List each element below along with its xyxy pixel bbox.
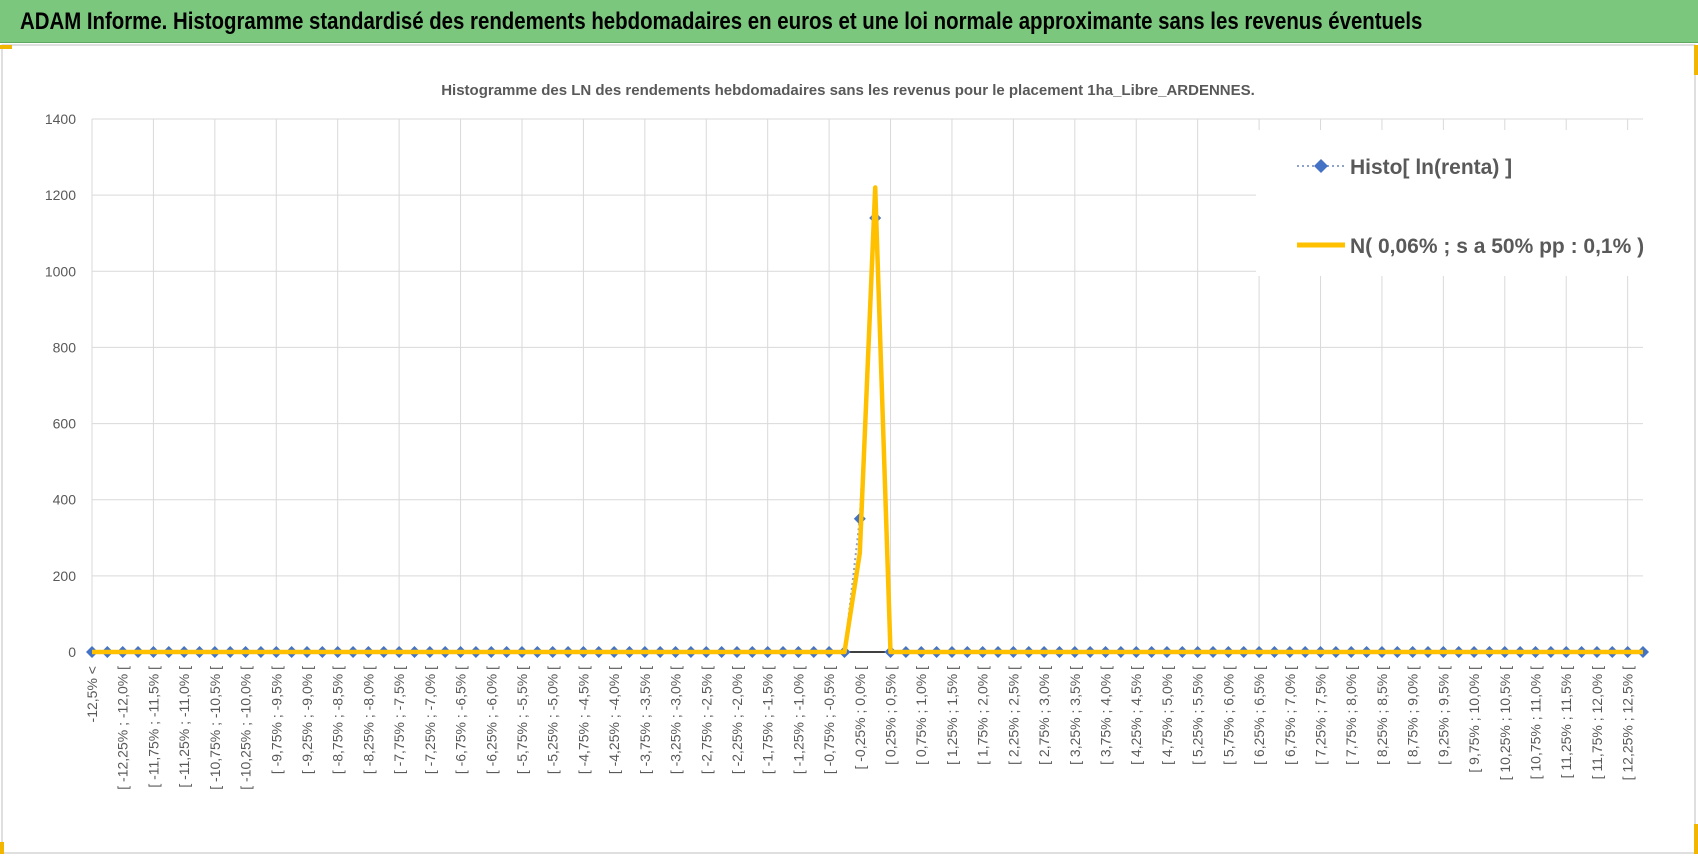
x-tick-label: [ 11,25% ; 11,5% [ <box>1558 666 1574 778</box>
x-tick-label: [ -3,25% ; -3,0% [ <box>668 666 684 774</box>
x-tick-label: [ -0,75% ; -0,5% [ <box>821 666 837 774</box>
x-tick-label: [ -0,25% ; 0,0% [ <box>852 666 868 770</box>
x-tick-label: [ -2,25% ; -2,0% [ <box>729 666 745 774</box>
corner-mark <box>0 45 12 49</box>
x-tick-label: [ -11,25% ; -11,0% [ <box>176 666 192 788</box>
histo-series-line <box>92 217 1643 653</box>
x-tick-label: [ 6,25% ; 6,5% [ <box>1251 666 1267 765</box>
x-tick-label: [ 2,25% ; 2,5% [ <box>1005 666 1021 765</box>
x-tick-label: [ -10,75% ; -10,5% [ <box>207 666 223 790</box>
x-axis-labels: -12,5% < [ -12,25% ; -12,0% [ [ -11,75% ; … <box>84 666 1636 790</box>
x-tick-label: [ -1,25% ; -1,0% [ <box>790 666 806 774</box>
x-tick-label: [ -9,25% ; -9,0% [ <box>299 666 315 774</box>
x-tick-label: [ 12,25% ; 12,5% [ <box>1620 666 1636 781</box>
x-tick-label: [ -2,75% ; -2,5% [ <box>698 666 714 774</box>
legend-box <box>1256 130 1656 276</box>
x-tick-label: [ -10,25% ; -10,0% [ <box>238 666 254 790</box>
x-tick-label: [ -5,25% ; -5,0% [ <box>545 666 561 774</box>
legend-label-normal: N( 0,06% ; s a 50% pp : 0,1% ) <box>1350 235 1644 258</box>
x-tick-label: [ 3,75% ; 4,0% [ <box>1098 666 1114 765</box>
title-bar: ADAM Informe. Histogramme standardisé de… <box>0 0 1698 43</box>
x-tick-label: [ -6,25% ; -6,0% [ <box>483 666 499 774</box>
x-tick-label: [ 7,75% ; 8,0% [ <box>1343 666 1359 765</box>
x-tick-label: [ 0,25% ; 0,5% [ <box>883 666 899 765</box>
x-tick-label: [ 1,75% ; 2,0% [ <box>975 666 991 765</box>
x-tick-label: [ -5,75% ; -5,5% [ <box>514 666 530 774</box>
x-tick-label: [ 9,25% ; 9,5% [ <box>1435 666 1451 765</box>
y-tick-label: 200 <box>53 568 77 584</box>
x-tick-label: [ 6,75% ; 7,0% [ <box>1282 666 1298 765</box>
x-tick-label: [ -7,75% ; -7,5% [ <box>391 666 407 774</box>
legend-diamond-icon <box>1314 159 1328 173</box>
x-tick-label: [ -8,75% ; -8,5% [ <box>330 666 346 774</box>
x-tick-label: [ -3,75% ; -3,5% [ <box>637 666 653 774</box>
y-tick-label: 1400 <box>45 111 76 127</box>
x-tick-label: [ 10,25% ; 10,5% [ <box>1497 666 1513 781</box>
x-tick-label: -12,5% < <box>84 666 100 722</box>
x-tick-label: [ -1,75% ; -1,5% [ <box>760 666 776 774</box>
y-tick-label: 800 <box>53 339 77 355</box>
x-tick-label: [ -12,25% ; -12,0% [ <box>115 666 131 790</box>
x-tick-label: [ -4,75% ; -4,5% [ <box>575 666 591 774</box>
x-tick-label: [ 8,75% ; 9,0% [ <box>1405 666 1421 765</box>
corner-mark <box>1694 45 1698 75</box>
y-axis-ticks: 0 200 400 600 800 1000 1200 1400 <box>45 111 76 660</box>
x-tick-label: [ 9,75% ; 10,0% [ <box>1466 666 1482 773</box>
x-tick-label: [ -9,75% ; -9,5% [ <box>268 666 284 774</box>
chart-frame <box>1 44 1696 854</box>
x-tick-label: [ -6,75% ; -6,5% [ <box>453 666 469 774</box>
x-tick-label: [ 4,75% ; 5,0% [ <box>1159 666 1175 765</box>
x-tick-label: [ 0,75% ; 1,0% [ <box>913 666 929 765</box>
x-tick-label: [ 1,25% ; 1,5% [ <box>944 666 960 765</box>
corner-mark <box>1694 824 1698 854</box>
x-tick-label: [ -8,25% ; -8,0% [ <box>360 666 376 774</box>
y-tick-label: 1000 <box>45 263 76 279</box>
x-tick-label: [ 8,25% ; 8,5% [ <box>1374 666 1390 765</box>
x-tick-label: [ 5,75% ; 6,0% [ <box>1220 666 1236 765</box>
y-tick-label: 0 <box>68 644 76 660</box>
x-tick-label: [ 7,25% ; 7,5% [ <box>1313 666 1329 765</box>
page-title: ADAM Informe. Histogramme standardisé de… <box>20 8 1423 35</box>
x-tick-label: [ 11,75% ; 12,0% [ <box>1589 666 1605 779</box>
x-tick-label: [ 5,25% ; 5,5% [ <box>1190 666 1206 765</box>
y-tick-label: 600 <box>53 416 77 432</box>
x-tick-label: [ -7,25% ; -7,0% [ <box>422 666 438 774</box>
chart-title: Histogramme des LN des rendements hebdom… <box>441 82 1255 99</box>
x-tick-label: [ -11,75% ; -11,5% [ <box>145 666 161 788</box>
x-tick-label: [ 4,25% ; 4,5% [ <box>1128 666 1144 765</box>
x-tick-label: [ 10,75% ; 11,0% [ <box>1528 666 1544 779</box>
x-tick-label: [ 2,75% ; 3,0% [ <box>1036 666 1052 765</box>
x-tick-label: [ 3,25% ; 3,5% [ <box>1067 666 1083 765</box>
normal-series-line <box>92 185 1643 655</box>
corner-mark <box>0 842 4 854</box>
legend-label-histo: Histo[ ln(renta) ] <box>1350 156 1512 179</box>
y-tick-label: 400 <box>53 492 77 508</box>
x-tick-label: [ -4,25% ; -4,0% [ <box>606 666 622 774</box>
series-layer <box>86 185 1649 658</box>
legend: Histo[ ln(renta) ] N( 0,06% ; s a 50% pp… <box>1256 130 1656 276</box>
y-tick-label: 1200 <box>45 187 76 203</box>
